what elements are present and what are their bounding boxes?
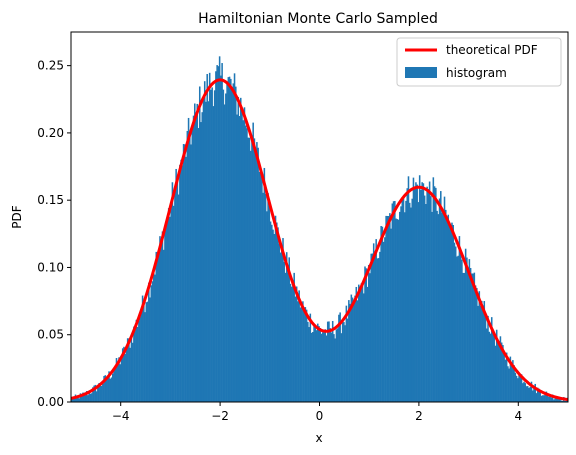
y-tick-label: 0.10 [37, 260, 64, 274]
x-axis-ticks: −4 −2 0 2 4 [112, 402, 522, 423]
y-tick-label: 0.20 [37, 126, 64, 140]
x-tick-label: −4 [112, 409, 130, 423]
x-axis-label: x [315, 431, 322, 445]
legend-label-histogram: histogram [446, 66, 507, 80]
chart-title: Hamiltonian Monte Carlo Sampled [198, 11, 438, 27]
y-tick-label: 0.05 [37, 328, 64, 342]
x-tick-label: 0 [316, 409, 324, 423]
legend-label-theoretical-pdf: theoretical PDF [446, 43, 538, 57]
y-axis-label: PDF [10, 205, 24, 228]
y-axis-ticks: 0.00 0.05 0.10 0.15 0.20 0.25 [37, 59, 71, 409]
x-tick-label: 2 [415, 409, 423, 423]
x-tick-label: −2 [211, 409, 229, 423]
histogram-bars [71, 56, 568, 402]
legend-histogram-swatch [405, 67, 437, 78]
legend: theoretical PDF histogram [397, 38, 561, 86]
y-tick-label: 0.25 [37, 59, 64, 73]
y-tick-label: 0.15 [37, 193, 64, 207]
x-tick-label: 4 [514, 409, 522, 423]
y-tick-label: 0.00 [37, 395, 64, 409]
